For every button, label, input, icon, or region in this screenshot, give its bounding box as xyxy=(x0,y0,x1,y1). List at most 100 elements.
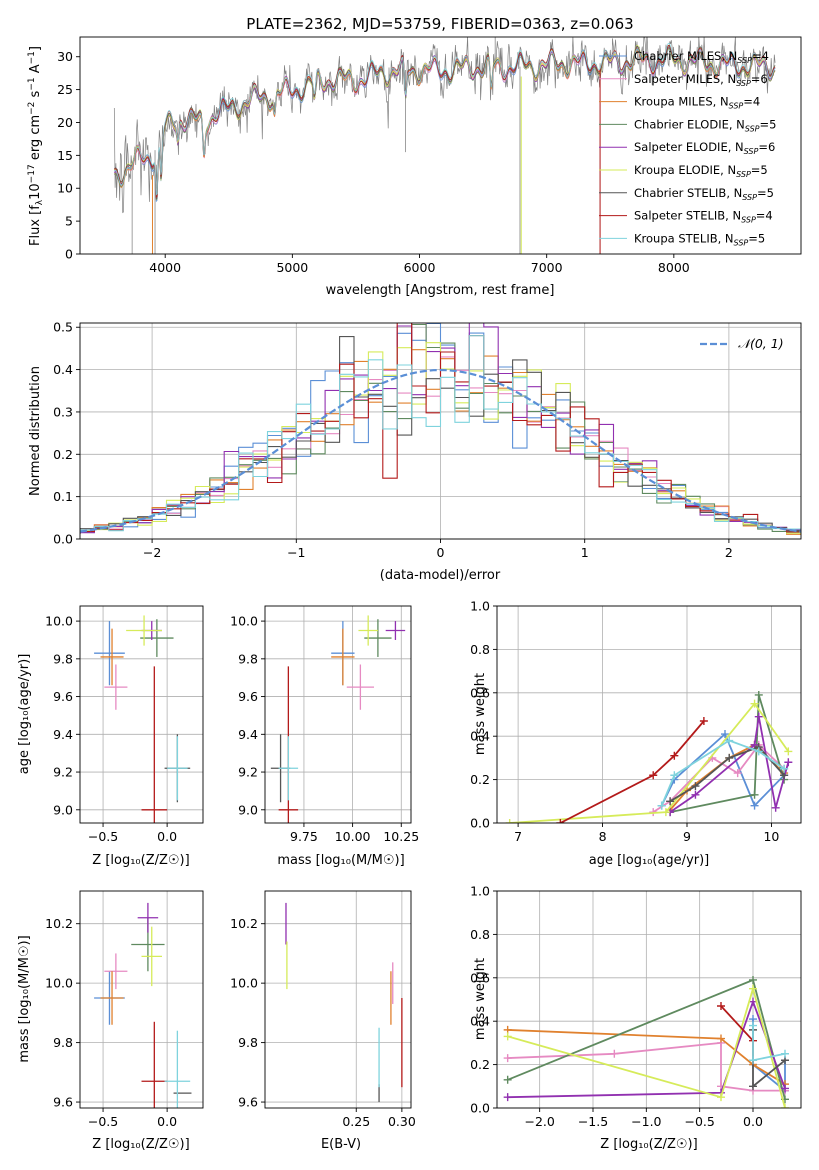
errorbar-salpeter-stelib xyxy=(141,666,168,823)
mass-ebv-panel: 0.25 0.30 9.6 9.8 10.0 10.2 xyxy=(230,890,416,1129)
x-tick-label: −1.0 xyxy=(631,1114,661,1129)
y-tick-label: 0.0 xyxy=(53,532,73,547)
legend-subscript: SSP xyxy=(745,124,760,133)
weight-marker-chabrier-elodie xyxy=(750,790,759,799)
x-tick-label: 0 xyxy=(437,545,445,560)
y-tick-label: 10.0 xyxy=(230,976,258,991)
weight-marker-chabrier-stelib xyxy=(691,782,700,791)
legend-label-salpeter-elodie: Salpeter ELODIE, NSSP=6 xyxy=(634,140,775,156)
weight-line-salpeter-elodie xyxy=(669,716,790,813)
residual-hist-kroupa-stelib xyxy=(80,335,801,533)
x-tick-label: −0.5 xyxy=(88,1114,118,1129)
y-tick-label: 9.0 xyxy=(238,802,258,817)
weight-marker-salpeter-elodie xyxy=(771,803,780,812)
y-tick-label: 9.8 xyxy=(238,1035,258,1050)
legend-count: =5 xyxy=(757,186,774,200)
x-tick-label: 9.75 xyxy=(290,829,318,844)
weight-marker-kroupa-stelib xyxy=(749,1021,757,1030)
errorbar-salpeter-stelib xyxy=(278,666,299,823)
errorbar-kroupa-stelib xyxy=(167,736,188,801)
errorbar-kroupa-miles xyxy=(100,628,124,686)
weight-marker-chabrier-elodie xyxy=(503,1075,512,1084)
legend-label-kroupa-miles: Kroupa MILES, NSSP=4 xyxy=(634,95,760,111)
weight-Z-panel: −2.0 −1.5 −1.0 −0.5 0.0 0.0 0.2 0.4 0.6 0.8 1.0 xyxy=(470,884,802,1129)
weight-marker-kroupa-elodie xyxy=(781,1104,789,1108)
errorbar-kroupa-stelib xyxy=(278,736,299,801)
weight-marker-kroupa-elodie xyxy=(503,1032,512,1041)
x-tick-label: 0.30 xyxy=(388,1114,416,1129)
y-tick-label: 1.0 xyxy=(470,884,490,899)
legend-name: Salpeter MILES, N xyxy=(634,72,736,86)
y-tick-label: 9.6 xyxy=(238,689,258,704)
x-tick-label: 0.0 xyxy=(157,829,177,844)
x-tick-label: −1.5 xyxy=(578,1114,608,1129)
spectrum-panel: 4000 5000 6000 7000 8000 0 5 10 15 20 25 30 xyxy=(57,36,802,275)
errorbar-salpeter-stelib xyxy=(141,1021,168,1108)
model-spectrum-chabrier-miles xyxy=(114,48,776,203)
weight-marker-salpeter-elodie xyxy=(781,1084,789,1093)
y-tick-label: 0.2 xyxy=(470,772,490,787)
legend-name: Chabrier ELODIE, N xyxy=(634,117,745,131)
y-tick-label: 10.2 xyxy=(45,916,73,931)
y-tick-label: 0.2 xyxy=(53,447,73,462)
y-tick-label: 0.8 xyxy=(470,642,490,657)
y-tick-label: 9.2 xyxy=(53,765,73,780)
legend-subscript: SSP xyxy=(742,193,757,202)
weight-marker-chabrier-miles xyxy=(750,801,759,810)
weight-marker-kroupa-stelib xyxy=(780,764,789,773)
weight-marker-kroupa-stelib xyxy=(781,1049,789,1058)
y-tick-label: 0.0 xyxy=(470,816,490,831)
y-tick-label: 9.6 xyxy=(238,1095,258,1110)
y-tick-label: 9.2 xyxy=(238,765,258,780)
weight-marker-kroupa-miles xyxy=(717,1034,725,1043)
y-tick-label: 9.4 xyxy=(53,727,73,742)
residual-legend: 𝒩(0, 1) xyxy=(700,336,784,351)
weight-line-kroupa-elodie xyxy=(507,985,786,1108)
errorbar-salpeter-elodie xyxy=(137,902,159,933)
axes-frame xyxy=(264,605,412,824)
x-tick-label: 1 xyxy=(581,545,589,560)
legend-label-chabrier-miles: Chabrier MILES, NSSP=4 xyxy=(634,49,769,65)
mass-Z-xlabel: Z [log₁₀(Z/Z☉)] xyxy=(92,1137,189,1152)
weight-marker-salpeter-stelib xyxy=(699,717,708,726)
weight-marker-kroupa-stelib xyxy=(725,736,734,745)
x-tick-label: 10.00 xyxy=(335,829,371,844)
legend-label-chabrier-elodie: Chabrier ELODIE, NSSP=5 xyxy=(634,117,776,133)
legend-count: =5 xyxy=(751,163,768,177)
weight-marker-chabrier-stelib xyxy=(725,753,734,762)
weight-marker-kroupa-stelib xyxy=(749,1056,757,1065)
weight-marker-chabrier-miles xyxy=(721,730,729,739)
y-tick-label: 9.8 xyxy=(53,1035,73,1050)
y-tick-label: 9.6 xyxy=(53,1095,73,1110)
age-mass-panel: 9.75 10.00 10.25 9.0 9.2 9.4 9.6 9.8 10.0 xyxy=(230,605,419,844)
x-tick-label: 0.0 xyxy=(743,1114,763,1129)
weight-age-xlabel: age [log₁₀(age/yr)] xyxy=(589,853,710,868)
x-tick-label: −2 xyxy=(143,545,161,560)
legend-count: =5 xyxy=(760,117,777,131)
legend-name: Kroupa ELODIE, N xyxy=(634,163,736,177)
x-tick-label: 7 xyxy=(514,829,522,844)
age-Z-panel: −0.5 0.0 9.0 9.2 9.4 9.6 9.8 10.0 xyxy=(45,605,204,844)
legend-label-chabrier-stelib: Chabrier STELIB, NSSP=5 xyxy=(634,186,774,202)
spectrum-ylabel: Flux [fλ10−17 erg cm−2 s−1 A−1] xyxy=(27,46,45,246)
y-tick-label: 0.0 xyxy=(470,1101,490,1116)
residual-xlabel: (data-model)/error xyxy=(380,568,501,583)
mass-ebv-xlabel: E(B-V) xyxy=(321,1137,361,1152)
x-tick-label: 0.25 xyxy=(342,1114,370,1129)
model-spectrum-kroupa-stelib xyxy=(114,42,776,196)
y-tick-label: 0.6 xyxy=(470,685,490,700)
weight-marker-salpeter-miles xyxy=(733,769,742,778)
legend-name: Chabrier STELIB, N xyxy=(634,186,742,200)
y-tick-label: 9.0 xyxy=(53,802,73,817)
legend-label-salpeter-miles: Salpeter MILES, NSSP=6 xyxy=(634,72,768,88)
x-tick-label: 7000 xyxy=(531,260,563,275)
legend-count: =4 xyxy=(756,209,773,223)
legend-count: =5 xyxy=(748,231,765,245)
errorbar-kroupa-elodie xyxy=(141,926,162,987)
legend-subscript: SSP xyxy=(736,170,751,179)
legend-name: Kroupa MILES, N xyxy=(634,95,729,109)
weight-Z-xlabel: Z [log₁₀(Z/Z☉)] xyxy=(600,1137,697,1152)
weight-marker-salpeter-elodie xyxy=(750,740,759,749)
